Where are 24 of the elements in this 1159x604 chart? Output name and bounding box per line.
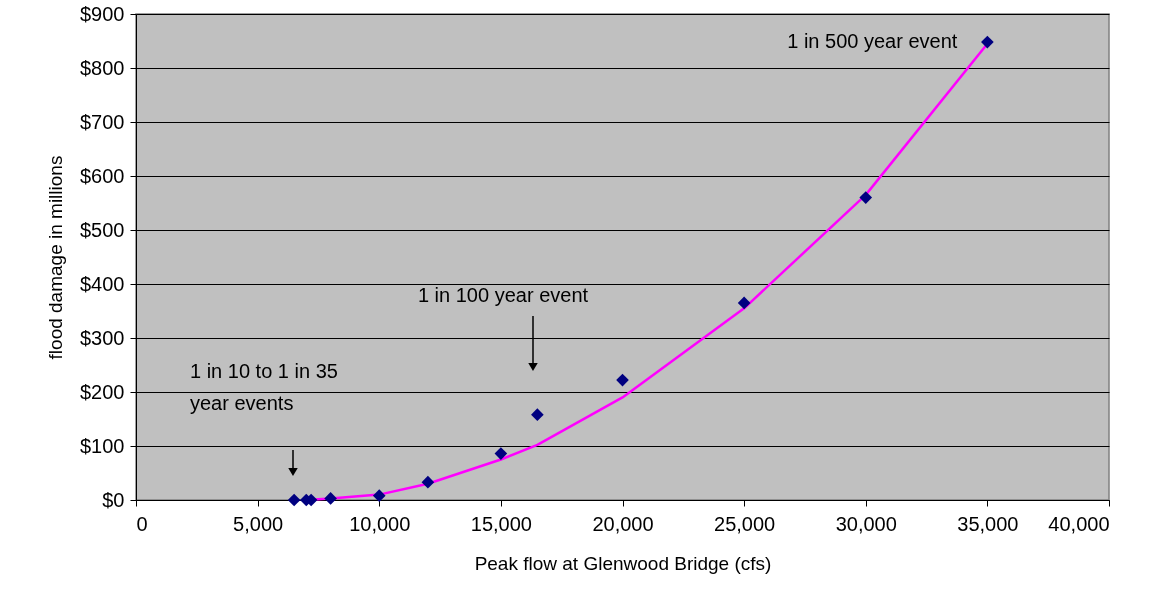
x-tick-label: 35,000	[957, 512, 1019, 535]
y-tick-label: $700	[80, 110, 125, 133]
annotation: 1 in 10 to 1 in 35 year events	[190, 360, 338, 414]
x-tick-label: 5,000	[233, 512, 284, 535]
x-tick-label: 15,000	[470, 512, 532, 535]
y-tick-label: $500	[80, 218, 125, 241]
y-tick-label: $300	[80, 326, 125, 349]
annotation: 1 in 500 year event	[787, 30, 958, 53]
y-axis-title: flood damage in millions	[45, 155, 67, 360]
x-tick-label: 10,000	[349, 512, 411, 535]
x-axis-title: Peak flow at Glenwood Bridge (cfs)	[474, 552, 772, 574]
y-tick-label: $900	[80, 2, 125, 25]
annotation: 1 in 100 year event	[417, 284, 589, 306]
y-tick-label: $800	[80, 56, 125, 79]
y-tick-label: $600	[80, 164, 125, 187]
y-tick-label: $100	[80, 434, 125, 457]
y-tick-label: $0	[102, 488, 125, 511]
x-tick-label: 20,000	[592, 512, 654, 535]
y-tick-label: $400	[80, 272, 125, 295]
x-tick-label: 0	[136, 512, 148, 535]
y-tick-label: $200	[80, 380, 125, 403]
x-tick-label: 30,000	[835, 512, 897, 535]
x-tick-label: 25,000	[714, 512, 776, 535]
x-tick-label: 40,000	[1048, 512, 1110, 535]
